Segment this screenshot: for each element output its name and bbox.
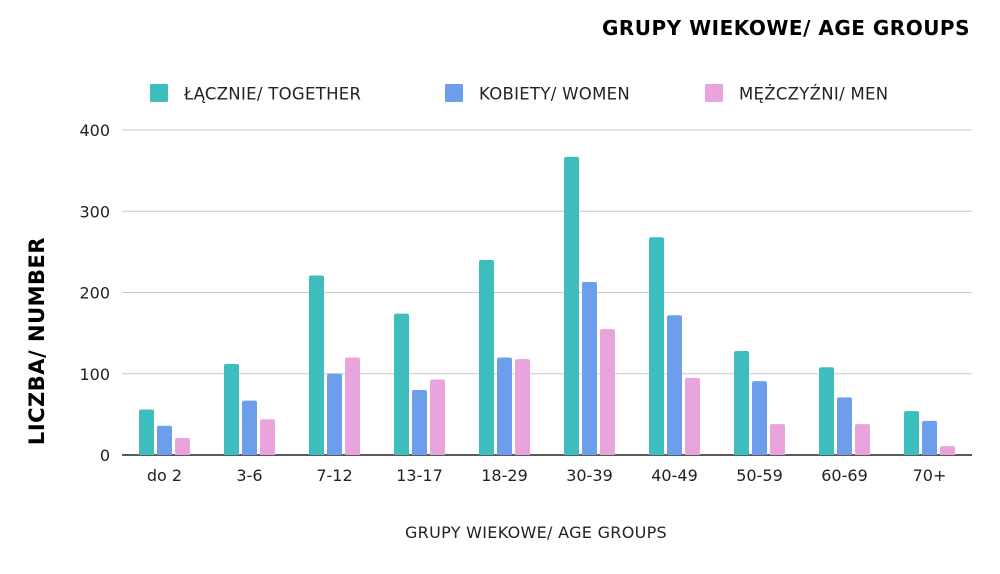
bar [855,424,870,455]
x-tick-label: 60-69 [821,466,868,485]
y-tick-label: 0 [100,446,110,465]
x-tick-label: 50-59 [736,466,783,485]
bar [819,367,834,455]
bar [175,437,190,455]
x-tick-label: 13-17 [396,466,443,485]
bar [515,359,530,455]
x-tick-label: 3-6 [236,466,262,485]
bar [412,390,427,455]
bar [479,260,494,455]
y-tick-label: 100 [79,365,110,384]
bars [139,156,955,455]
bar [394,313,409,455]
bar [904,411,919,455]
legend-label: KOBIETY/ WOMEN [479,85,630,104]
bar [922,420,937,455]
bar [497,357,512,455]
legend: ŁĄCZNIE/ TOGETHER KOBIETY/ WOMEN MĘŻCZYŹNI… [150,84,888,104]
bar [752,381,767,455]
bar [837,397,852,455]
x-tick-label: 30-39 [566,466,613,485]
legend-label: MĘŻCZYŹNI/ MEN [739,85,888,104]
legend-label: ŁĄCZNIE/ TOGETHER [183,85,361,104]
bar [224,364,239,455]
legend-swatch [705,84,723,102]
bar [345,357,360,455]
y-tick-label: 400 [79,121,110,140]
bar [770,424,785,455]
bar [734,351,749,455]
x-tick-label: 70+ [913,466,947,485]
bar [940,446,955,455]
legend-swatch [150,84,168,102]
legend-swatch [445,84,463,102]
bar [430,379,445,455]
bar [649,237,664,455]
bar [309,275,324,455]
bar [685,377,700,455]
chart-title: GRUPY WIEKOWE/ AGE GROUPS [602,16,970,40]
y-tick-label: 200 [79,284,110,303]
x-axis-label: GRUPY WIEKOWE/ AGE GROUPS [405,523,667,542]
bar [564,156,579,455]
bar [667,315,682,455]
bar [242,400,257,455]
bar [260,419,275,455]
x-tick-label: 7-12 [316,466,352,485]
x-tick-label: 40-49 [651,466,698,485]
bar [139,409,154,455]
x-tick-label: 18-29 [481,466,528,485]
y-axis-ticks: 0 100 200 300 400 [79,121,110,465]
y-tick-label: 300 [79,202,110,221]
x-tick-label: do 2 [147,466,182,485]
bar [157,425,172,455]
bar [327,373,342,455]
bar [600,329,615,455]
bar [582,281,597,455]
y-axis-label: LICZBA/ NUMBER [25,237,49,445]
x-axis-ticks: do 2 3-6 7-12 13-17 18-29 30-39 40-49 50-59 60-6… [147,466,946,485]
